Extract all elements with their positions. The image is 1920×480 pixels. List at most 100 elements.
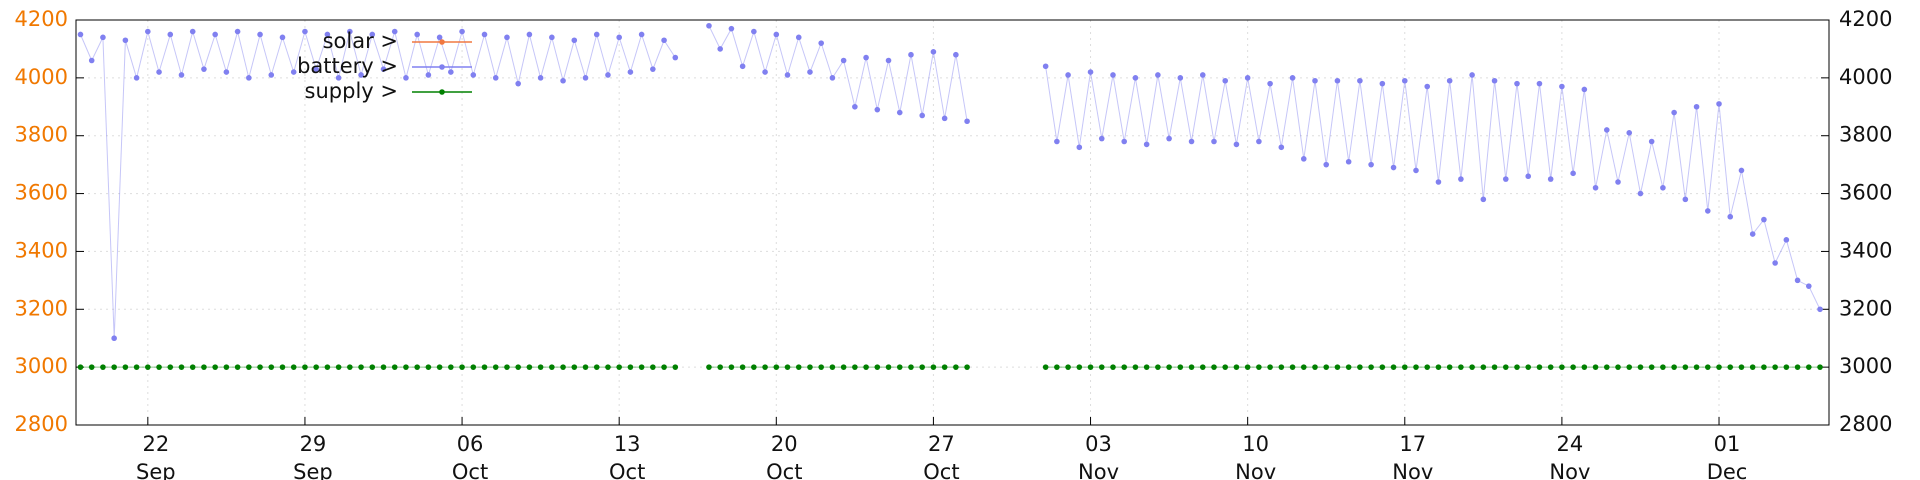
data-point bbox=[863, 54, 869, 61]
data-point bbox=[1110, 72, 1116, 78]
data-point bbox=[549, 364, 555, 370]
data-point bbox=[661, 364, 667, 370]
data-point bbox=[1278, 144, 1285, 151]
data-point bbox=[1514, 80, 1520, 87]
data-point bbox=[593, 364, 600, 370]
data-point bbox=[1458, 176, 1464, 182]
data-point bbox=[1300, 156, 1307, 162]
data-point bbox=[1794, 364, 1801, 370]
data-point bbox=[189, 364, 196, 370]
y-tick-label: 2800 bbox=[15, 412, 68, 436]
data-point bbox=[111, 364, 117, 370]
y-tick-label: 3600 bbox=[15, 181, 68, 205]
data-point bbox=[582, 75, 589, 81]
data-point bbox=[1559, 364, 1565, 370]
data-point bbox=[638, 31, 645, 38]
data-point bbox=[100, 364, 106, 370]
data-point bbox=[347, 364, 353, 370]
data-point bbox=[167, 364, 174, 370]
data-point bbox=[1132, 364, 1139, 370]
y-tick-label: 4200 bbox=[15, 7, 68, 31]
data-point bbox=[1761, 216, 1767, 223]
x-tick-label: 03 Nov bbox=[1078, 432, 1119, 480]
data-point bbox=[1749, 364, 1756, 370]
data-point bbox=[504, 364, 510, 370]
data-point bbox=[1155, 364, 1161, 370]
data-point bbox=[436, 364, 443, 370]
data-point bbox=[145, 28, 151, 35]
data-point bbox=[807, 69, 813, 75]
legend-label: solar > bbox=[323, 29, 398, 53]
data-point bbox=[234, 364, 241, 370]
data-point bbox=[234, 28, 241, 35]
data-point bbox=[201, 364, 207, 370]
data-point bbox=[706, 364, 712, 370]
data-point bbox=[627, 69, 634, 75]
data-point bbox=[1626, 364, 1633, 370]
data-point bbox=[650, 364, 656, 370]
data-point bbox=[896, 364, 903, 370]
x-tick-label: 01 Dec bbox=[1707, 432, 1748, 480]
x-tick-label: 22 Sep bbox=[136, 432, 176, 480]
data-point bbox=[1502, 364, 1509, 370]
data-point bbox=[391, 28, 398, 35]
data-point bbox=[896, 109, 903, 116]
data-point bbox=[1390, 364, 1397, 370]
data-point bbox=[571, 37, 578, 44]
data-point bbox=[1749, 231, 1756, 237]
data-point bbox=[1256, 364, 1262, 370]
data-point bbox=[874, 106, 881, 113]
data-point bbox=[246, 75, 252, 81]
data-point bbox=[1143, 364, 1150, 370]
data-point bbox=[1547, 364, 1554, 370]
data-point bbox=[1435, 364, 1442, 370]
y-tick-label: 4000 bbox=[15, 65, 68, 89]
data-point bbox=[290, 69, 297, 75]
data-point bbox=[1458, 364, 1464, 370]
legend-marker bbox=[439, 89, 445, 95]
y2-tick-label: 3200 bbox=[1839, 296, 1892, 320]
data-point bbox=[1289, 75, 1296, 81]
data-point bbox=[964, 364, 970, 370]
data-point bbox=[1312, 364, 1318, 370]
data-point bbox=[1648, 364, 1655, 370]
data-point bbox=[964, 118, 970, 125]
data-point bbox=[122, 37, 129, 44]
data-point bbox=[1054, 138, 1060, 145]
data-point bbox=[1660, 364, 1666, 370]
data-point bbox=[560, 77, 566, 84]
y2-tick-label: 3600 bbox=[1839, 181, 1892, 205]
data-point bbox=[1087, 364, 1094, 370]
data-point bbox=[1491, 77, 1498, 84]
data-point bbox=[459, 364, 465, 370]
data-point bbox=[1772, 364, 1778, 370]
data-point bbox=[537, 364, 544, 370]
data-point bbox=[593, 31, 600, 38]
data-point bbox=[840, 57, 847, 64]
data-point bbox=[481, 31, 488, 38]
data-point bbox=[1334, 364, 1341, 370]
data-point bbox=[784, 72, 791, 78]
data-point bbox=[930, 364, 937, 370]
data-point bbox=[852, 364, 858, 370]
data-point bbox=[246, 364, 252, 370]
data-point bbox=[953, 51, 959, 58]
data-point bbox=[1693, 364, 1700, 370]
data-point bbox=[313, 364, 319, 370]
data-point bbox=[706, 22, 712, 29]
data-point bbox=[358, 72, 364, 78]
data-point bbox=[1177, 364, 1184, 370]
data-point bbox=[762, 364, 768, 370]
data-point bbox=[470, 72, 477, 78]
legend-label: battery > bbox=[297, 54, 398, 78]
data-point bbox=[1177, 75, 1184, 81]
data-point bbox=[414, 364, 420, 370]
y-tick-label: 3000 bbox=[15, 354, 68, 378]
data-point bbox=[1671, 109, 1677, 116]
data-point bbox=[1042, 63, 1049, 70]
data-point bbox=[1312, 77, 1318, 84]
data-point bbox=[930, 49, 937, 55]
data-point bbox=[1671, 364, 1677, 370]
data-point bbox=[1581, 86, 1588, 93]
data-point bbox=[1267, 80, 1273, 87]
